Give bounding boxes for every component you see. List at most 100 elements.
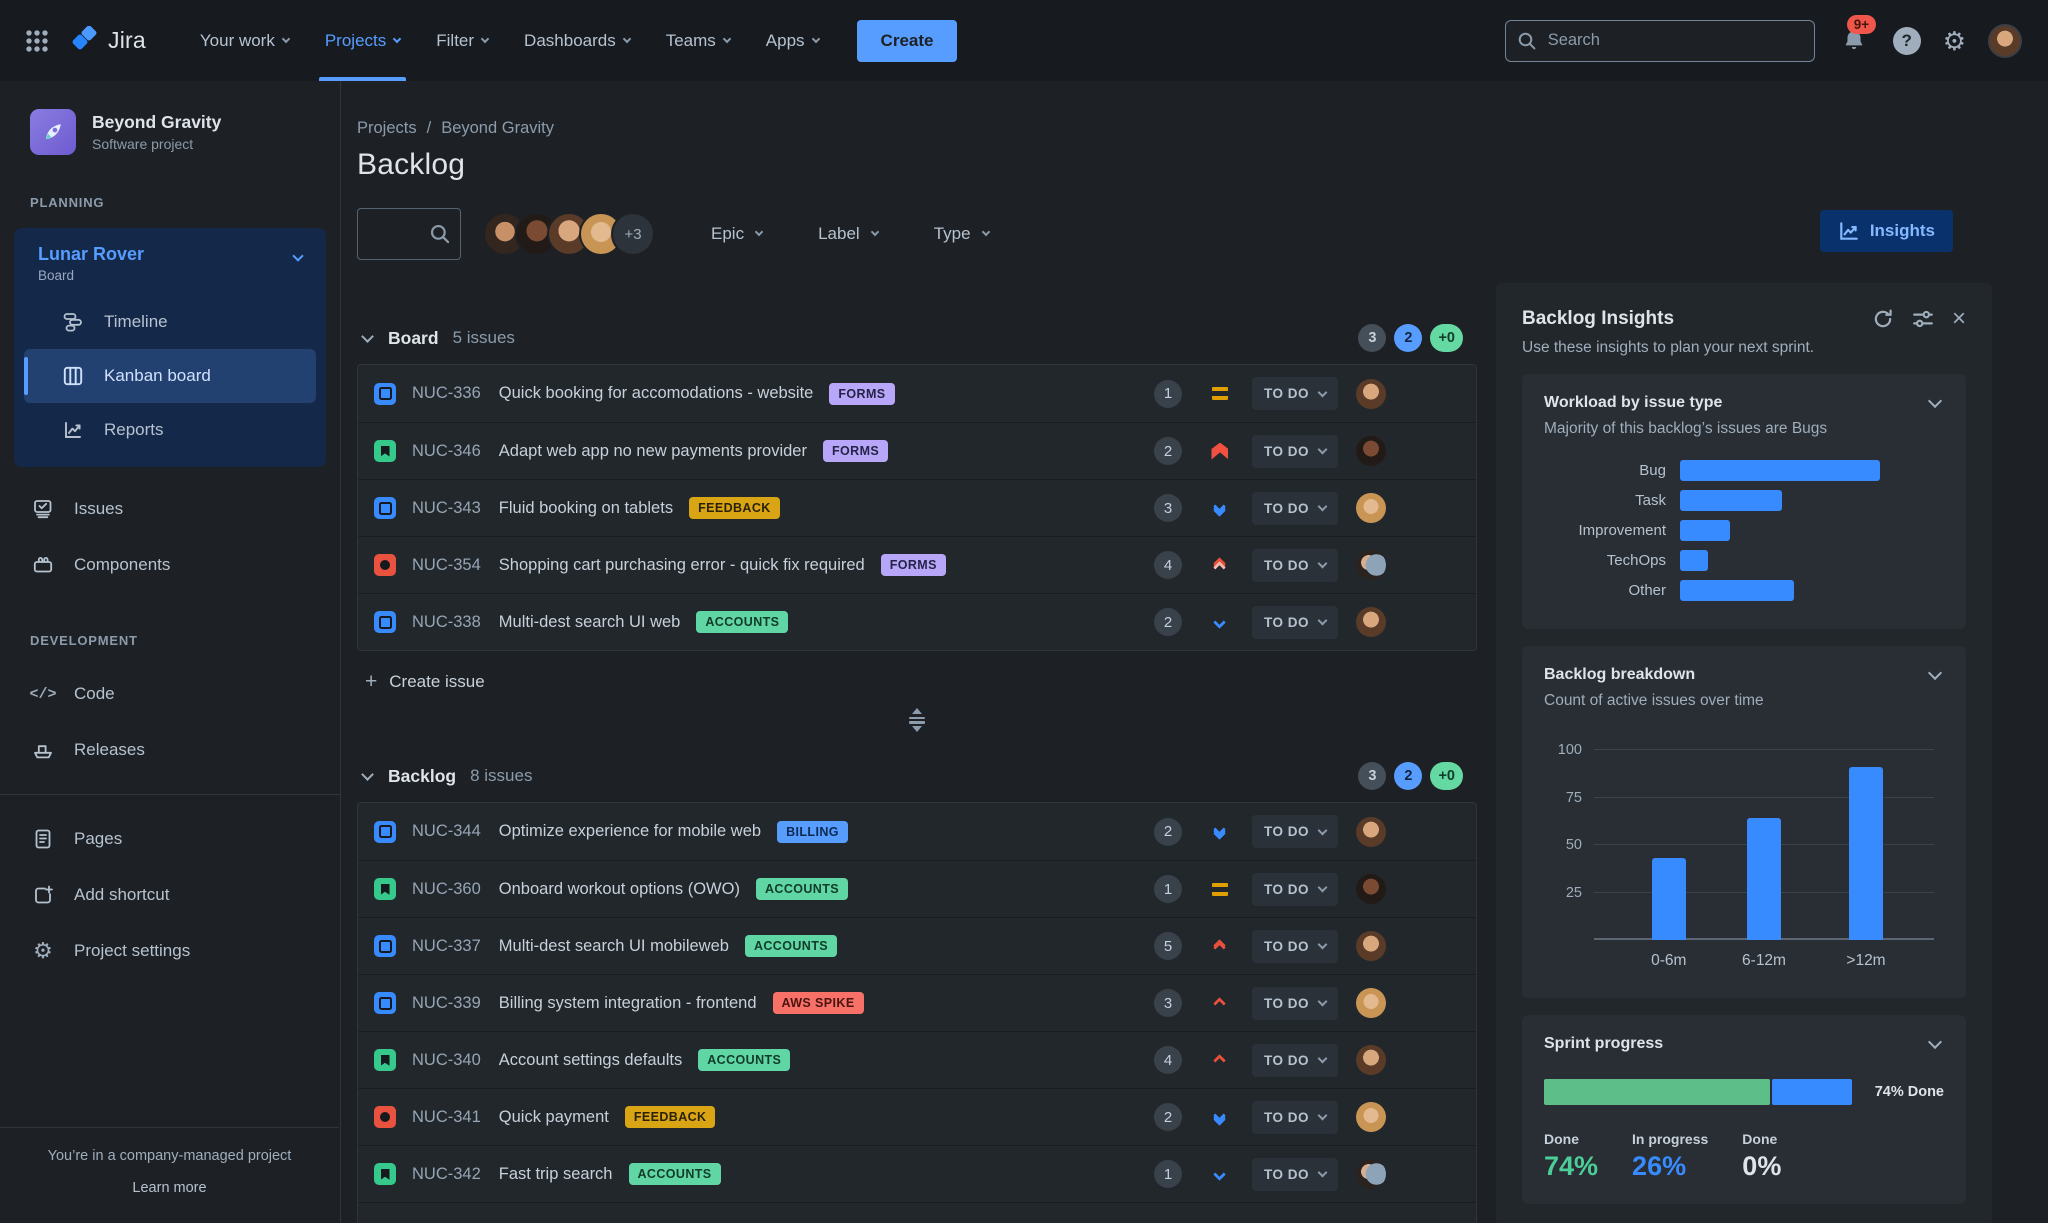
sidebar-item-kanban-board[interactable]: Kanban board	[24, 349, 316, 403]
sprint-progress-title: Sprint progress	[1544, 1035, 1664, 1052]
kanban-board-icon	[60, 365, 86, 387]
breadcrumb-project-name[interactable]: Beyond Gravity	[441, 119, 555, 137]
status-dropdown[interactable]: TO DO	[1251, 491, 1338, 525]
sidebar-item-add-shortcut[interactable]: Add shortcut	[0, 867, 340, 923]
chevron-down-icon[interactable]	[361, 329, 374, 343]
sidebar-item-releases[interactable]: Releases	[0, 722, 340, 778]
nav-projects[interactable]: Projects	[311, 0, 414, 81]
settings-button[interactable]: ⚙	[1943, 28, 1966, 54]
section-name[interactable]: Backlog	[388, 765, 457, 786]
status-dropdown[interactable]: TO DO	[1251, 929, 1338, 963]
learn-more-link[interactable]: Learn more	[132, 1180, 207, 1196]
insights-settings-button[interactable]	[1912, 308, 1934, 330]
sidebar-item-project-settings[interactable]: ⚙ Project settings	[0, 923, 340, 979]
assignee-avatar[interactable]	[1356, 1102, 1386, 1133]
section-resize-handle[interactable]	[897, 708, 937, 733]
refresh-button[interactable]	[1872, 308, 1894, 330]
issue-row[interactable]: NUC-346 Adapt web app no new payments pr…	[358, 422, 1476, 479]
issue-row[interactable]: NUC-336 Quick booking for accomodations …	[358, 365, 1476, 422]
issue-row[interactable]: NUC-337 Multi-dest search UI mobileweb A…	[358, 917, 1476, 974]
status-dropdown[interactable]: TO DO	[1251, 548, 1338, 582]
insights-toggle-button[interactable]: Insights	[1819, 210, 1953, 252]
issue-type-icon	[374, 497, 396, 519]
rocket-icon	[45, 124, 61, 140]
jira-mark-icon	[72, 25, 97, 49]
chevron-down-icon	[480, 34, 490, 43]
status-dropdown[interactable]: TO DO	[1251, 434, 1338, 468]
sidebar-footer: You’re in a company-managed project Lear…	[0, 1127, 339, 1223]
estimate-badge: 4	[1153, 551, 1182, 579]
status-dropdown[interactable]: TO DO	[1251, 1100, 1338, 1134]
status-dropdown[interactable]: TO DO	[1251, 1157, 1338, 1191]
epic-filter-dropdown[interactable]: Epic	[711, 224, 764, 244]
nav-teams[interactable]: Teams	[652, 0, 744, 81]
nav-filter[interactable]: Filter	[422, 0, 502, 81]
sidebar-item-label: Issues	[74, 499, 124, 518]
x-axis-tick: 6-12m	[1742, 952, 1786, 969]
assignee-avatar[interactable]	[1356, 493, 1386, 523]
close-button[interactable]: ×	[1952, 307, 1966, 331]
sidebar-item-timeline[interactable]: Timeline	[24, 295, 316, 349]
issue-row[interactable]: NUC-338 Multi-dest search UI web ACCOUNT…	[358, 593, 1476, 650]
close-icon: ×	[1951, 305, 1966, 332]
nav-your-work[interactable]: Your work	[186, 0, 303, 81]
assignee-avatar[interactable]	[1356, 436, 1386, 466]
jira-logo[interactable]: Jira	[70, 25, 146, 56]
y-axis-tick: 25	[1565, 885, 1582, 901]
status-dropdown[interactable]: TO DO	[1251, 872, 1338, 906]
sidebar-item-components[interactable]: Components	[0, 537, 340, 593]
notifications-button[interactable]: 9+	[1837, 14, 1877, 58]
issue-row[interactable]: NUC-342 Fast trip search ACCOUNTS 1 TO D…	[358, 1145, 1476, 1202]
global-search-input[interactable]	[1504, 19, 1815, 62]
estimate-badge: 4	[1153, 1046, 1182, 1075]
issue-title: Multi-dest search UI web	[498, 612, 681, 631]
issue-row[interactable]: NUC-360 Onboard workout options (OWO) AC…	[358, 860, 1476, 917]
board-group-header[interactable]: Lunar Rover Board	[24, 244, 316, 295]
assignee-avatar[interactable]	[1356, 931, 1386, 962]
status-dropdown[interactable]: TO DO	[1251, 815, 1338, 849]
assignee-avatar[interactable]	[1356, 378, 1386, 409]
filter-toolbar: +3 Epic Label Type Insights	[357, 208, 2017, 260]
assignee-avatar[interactable]	[1356, 1159, 1386, 1190]
sidebar-item-issues[interactable]: Issues	[0, 481, 340, 537]
sidebar-item-code[interactable]: </> Code	[0, 666, 340, 722]
bell-icon	[1845, 30, 1863, 49]
assignee-avatar[interactable]	[1356, 816, 1386, 847]
sidebar-item-pages[interactable]: Pages	[0, 811, 340, 867]
label-filter-dropdown[interactable]: Label	[818, 224, 879, 244]
create-button[interactable]: Create	[856, 19, 958, 62]
assignee-avatar[interactable]	[1356, 874, 1386, 905]
sidebar-item-label: Kanban board	[104, 366, 211, 385]
board-group-subtitle: Board	[38, 268, 75, 283]
assignee-avatar[interactable]	[1356, 550, 1386, 580]
issue-row[interactable]: NUC-343 Fluid booking on tablets FEEDBAC…	[358, 479, 1476, 536]
issue-row[interactable]: NUC-354 Shopping cart purchasing error -…	[358, 536, 1476, 593]
status-dropdown[interactable]: TO DO	[1251, 986, 1338, 1020]
status-dropdown[interactable]: TO DO	[1251, 605, 1338, 639]
refresh-icon	[1874, 309, 1892, 328]
sidebar-item-reports[interactable]: Reports	[24, 403, 316, 457]
chevron-down-icon[interactable]	[361, 767, 374, 781]
type-filter-dropdown[interactable]: Type	[934, 224, 990, 244]
status-dropdown[interactable]: TO DO	[1251, 1043, 1338, 1077]
issue-row[interactable]: NUC-339 Billing system integration - fro…	[358, 974, 1476, 1031]
issue-row[interactable]: NUC-340 Account settings defaults ACCOUN…	[358, 1031, 1476, 1088]
assignee-avatar[interactable]	[1356, 607, 1386, 637]
assignee-avatar[interactable]	[1356, 988, 1386, 1019]
user-avatar[interactable]	[1988, 23, 2022, 58]
issue-row[interactable]: NUC-341 Quick payment FEEDBACK 2 TO DO	[358, 1088, 1476, 1145]
chevron-down-icon[interactable]	[1927, 1034, 1943, 1049]
issue-row[interactable]: NUC-344 Optimize experience for mobile w…	[358, 803, 1476, 860]
chevron-down-icon[interactable]	[1927, 665, 1943, 680]
app-switcher-icon[interactable]	[26, 29, 48, 52]
chevron-down-icon[interactable]	[1927, 393, 1943, 408]
nav-dashboards[interactable]: Dashboards	[510, 0, 644, 81]
avatar-overflow-badge[interactable]: +3	[611, 212, 655, 256]
nav-apps[interactable]: Apps	[752, 0, 833, 81]
section-name[interactable]: Board	[388, 327, 439, 348]
status-dropdown[interactable]: TO DO	[1251, 377, 1338, 410]
help-button[interactable]: ?	[1892, 26, 1921, 55]
breadcrumb-projects[interactable]: Projects	[357, 119, 417, 137]
assignee-avatar[interactable]	[1356, 1045, 1386, 1076]
create-issue-button[interactable]: + Create issue	[357, 665, 493, 698]
